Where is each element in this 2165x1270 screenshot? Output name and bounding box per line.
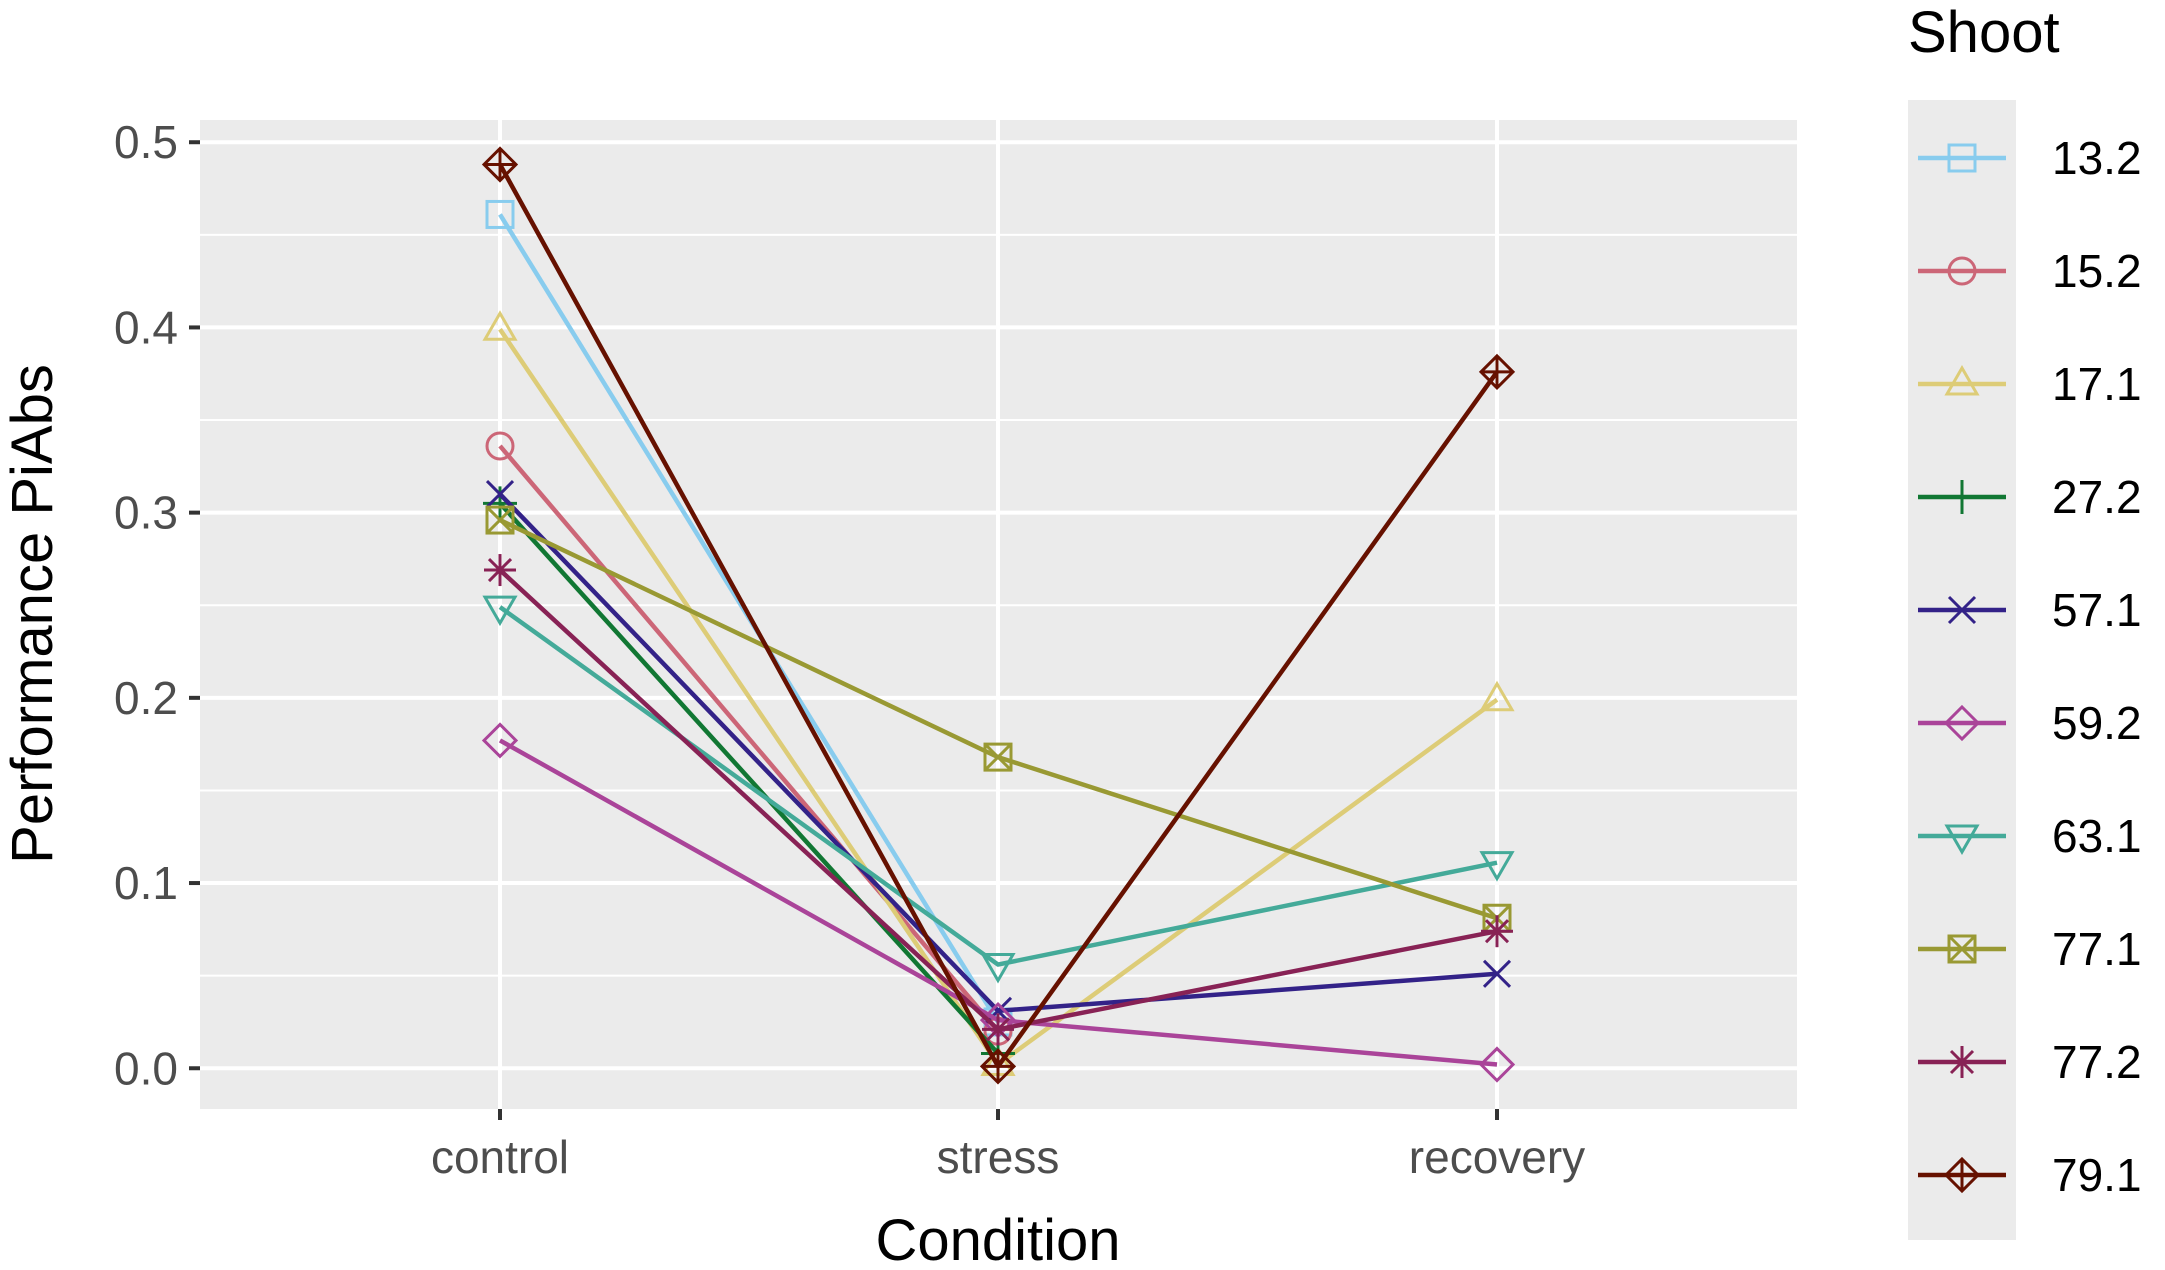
data-point (485, 431, 515, 461)
y-tick-label: 0.0 (114, 1042, 178, 1094)
series-line (498, 605, 1498, 967)
legend-marker (1946, 1046, 1978, 1078)
legend-item: 57.1 (1918, 584, 2142, 636)
series-63.1 (482, 595, 1515, 984)
legend-label: 13.2 (2052, 132, 2142, 184)
legend-item: 27.2 (1918, 471, 2142, 523)
data-point (1479, 680, 1515, 712)
legend-marker (1945, 480, 1979, 514)
data-point (481, 722, 519, 759)
data-point (482, 310, 518, 341)
legend-label: 77.2 (2052, 1036, 2142, 1088)
legend-marker (1947, 595, 1977, 625)
series-line (498, 501, 1000, 1055)
y-axis-title: Performance PiAbs (0, 364, 65, 864)
x-tick-label: control (431, 1131, 569, 1183)
y-tick-label: 0.1 (114, 857, 178, 909)
legend-marker (1947, 256, 1977, 286)
legend-item: 15.2 (1918, 245, 2142, 297)
y-tick-label: 0.5 (114, 116, 178, 168)
legend-label: 79.1 (2052, 1149, 2142, 1201)
data-point (482, 595, 518, 627)
legend-marker (1944, 824, 1980, 856)
legend-label: 17.1 (2052, 358, 2142, 410)
data-point (983, 742, 1013, 772)
legend-item: 13.2 (1918, 132, 2142, 184)
x-tick-label: stress (937, 1131, 1060, 1183)
legend-label: 59.2 (2052, 697, 2142, 749)
legend-label: 63.1 (2052, 810, 2142, 862)
legend-item: 77.1 (1918, 923, 2142, 975)
series-79.1 (481, 146, 1516, 1085)
legend-marker (1947, 934, 1977, 964)
data-point (1478, 353, 1516, 391)
data-point (484, 554, 516, 587)
legend-label: 57.1 (2052, 584, 2142, 636)
legend-title: Shoot (1908, 0, 2060, 65)
data-point (979, 1048, 1017, 1085)
x-axis-title: Condition (875, 1208, 1120, 1270)
data-point (1482, 959, 1512, 988)
legend-marker (1943, 1156, 1981, 1194)
data-point (982, 1013, 1014, 1046)
legend-marker (1944, 364, 1980, 396)
legend-item: 59.2 (1918, 697, 2142, 749)
legend-item: 79.1 (1918, 1149, 2142, 1201)
data-point (1481, 915, 1513, 948)
series-line (498, 444, 1000, 1033)
legend: 13.2 15.2 17.1 27.2 57.1 59.2 63.1 77.1 77.2 79.1 (1908, 100, 2142, 1240)
legend-label: 77.1 (2052, 923, 2142, 975)
data-point (485, 199, 515, 229)
legend-item: 63.1 (1918, 810, 2142, 862)
y-tick-label: 0.3 (114, 487, 178, 539)
axes: 0.0 0.1 0.2 0.3 0.4 0.5 control stress recovery (114, 116, 1585, 1183)
grid-lines (200, 120, 1797, 1109)
data-point (1479, 851, 1515, 882)
legend-item: 17.1 (1918, 358, 2142, 410)
data-point (485, 480, 515, 509)
x-tick-label: recovery (1409, 1131, 1585, 1183)
y-tick-label: 0.4 (114, 301, 178, 353)
data-point (980, 953, 1016, 984)
data-point (481, 146, 519, 183)
series-77.2 (484, 554, 1513, 1046)
legend-item: 77.2 (1918, 1036, 2142, 1088)
data-point (485, 505, 515, 535)
legend-label: 15.2 (2052, 245, 2142, 297)
series (481, 146, 1516, 1085)
legend-marker (1943, 704, 1981, 742)
data-point (1478, 1046, 1516, 1083)
legend-label: 27.2 (2052, 471, 2142, 523)
y-tick-label: 0.2 (114, 672, 178, 724)
legend-marker (1947, 143, 1977, 173)
